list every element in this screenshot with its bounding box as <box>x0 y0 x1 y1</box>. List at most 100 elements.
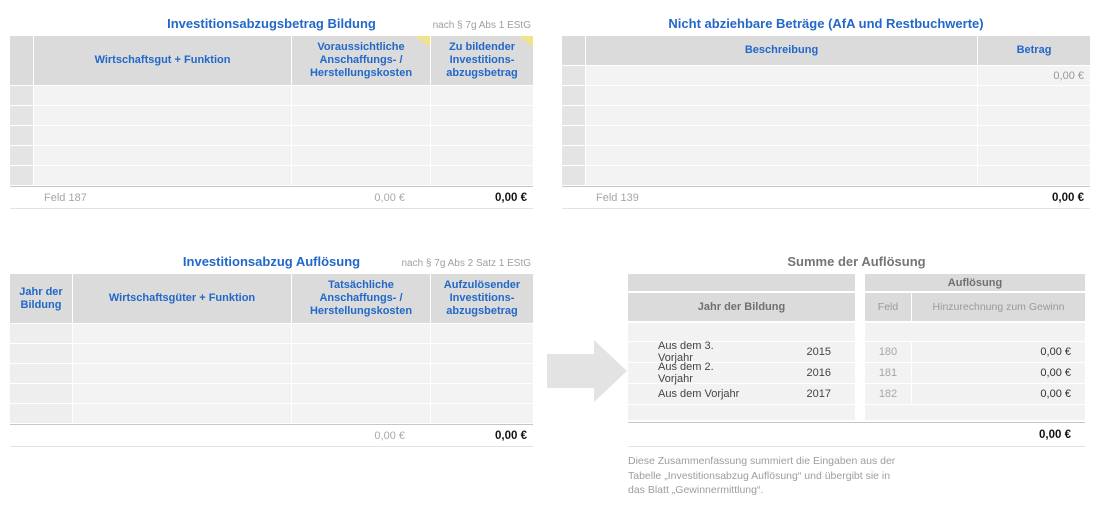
footer-row: Feld 139 0,00 € <box>562 186 1090 209</box>
column-header-wirtschaftsgut: Wirtschaftsgut + Funktion <box>34 36 292 85</box>
spacer-row <box>865 323 1085 341</box>
spreadsheet-cell[interactable] <box>586 106 978 125</box>
table-row <box>10 166 533 185</box>
column-header-abzugsbetrag: Zu bildender Investitions- abzugsbetrag <box>431 36 533 85</box>
spreadsheet-cell[interactable] <box>73 324 292 343</box>
row-year: 2017 <box>806 388 831 400</box>
table-nicht-abziehbare-betraege: Nicht abziehbare Beträge (AfA und Restbu… <box>562 14 1090 209</box>
field-number-label: Feld 187 <box>44 191 87 204</box>
spreadsheet-cell[interactable] <box>292 106 431 125</box>
spreadsheet-cell[interactable] <box>431 344 533 363</box>
spreadsheet-cell[interactable] <box>978 86 1090 105</box>
spreadsheet-cell[interactable] <box>978 166 1090 185</box>
flow-arrow-icon <box>547 340 627 402</box>
spreadsheet-cell[interactable] <box>34 126 292 145</box>
spreadsheet-cell[interactable] <box>34 86 292 105</box>
spacer-row <box>628 323 855 341</box>
row-gutter-cell <box>10 86 34 105</box>
table-row <box>562 146 1090 165</box>
row-label: Aus dem 2. Vorjahr <box>658 361 714 385</box>
column-header-kosten: Voraussichtliche Anschaffungs- / Herstel… <box>292 36 431 85</box>
row-gutter-cell <box>10 106 34 125</box>
field-number-label: Feld 139 <box>596 191 639 204</box>
spreadsheet-cell[interactable] <box>73 404 292 423</box>
spreadsheet-cell[interactable] <box>292 384 431 403</box>
right-header-row: Feld Hinzurechnung zum Gewinn <box>865 293 1085 321</box>
sum-costs-value: 0,00 € <box>374 429 405 442</box>
left-header-spacer <box>628 274 855 291</box>
table-investitionsabzug-aufloesung: Investitionsabzug Auflösung nach § 7g Ab… <box>10 252 533 447</box>
spreadsheet-cell[interactable] <box>73 344 292 363</box>
spreadsheet-cell[interactable] <box>586 86 978 105</box>
spreadsheet-cell[interactable] <box>292 364 431 383</box>
spreadsheet-cell[interactable] <box>431 146 533 165</box>
spreadsheet-cell[interactable] <box>292 404 431 423</box>
left-header-row: Jahr der Bildung <box>628 293 855 321</box>
spreadsheet-cell[interactable] <box>10 324 73 343</box>
column-header-beschreibung: Beschreibung <box>586 36 978 65</box>
spreadsheet-cell[interactable] <box>431 166 533 185</box>
spreadsheet-cell[interactable] <box>431 126 533 145</box>
spreadsheet-cell[interactable] <box>10 404 73 423</box>
spreadsheet-cell[interactable] <box>431 404 533 423</box>
row-year: 2016 <box>806 367 831 379</box>
spreadsheet-cell[interactable] <box>586 166 978 185</box>
row-gutter-cell <box>562 106 586 125</box>
header-gutter-cell <box>10 36 34 85</box>
spreadsheet-cell[interactable] <box>73 364 292 383</box>
spreadsheet-cell[interactable] <box>34 106 292 125</box>
spreadsheet-cell[interactable] <box>292 166 431 185</box>
spreadsheet-cell[interactable] <box>431 106 533 125</box>
row-gutter-cell <box>10 126 34 145</box>
row-year: 2015 <box>806 346 831 358</box>
spreadsheet-cell[interactable] <box>431 384 533 403</box>
column-header-kosten: Tatsächliche Anschaffungs- / Herstellung… <box>292 274 431 323</box>
spreadsheet-cell[interactable] <box>978 126 1090 145</box>
spreadsheet-cell[interactable] <box>292 126 431 145</box>
summary-row: 182 0,00 € <box>865 384 1085 404</box>
table-investitionsabzugsbetrag-bildung: Investitionsabzugsbetrag Bildung nach § … <box>10 14 533 209</box>
column-header-jahr-der-bildung: Jahr der Bildung <box>697 301 786 313</box>
row-label: Aus dem Vorjahr <box>658 388 740 400</box>
table-title: Investitionsabzugsbetrag Bildung <box>167 16 376 31</box>
table-title-bar: Nicht abziehbare Beträge (AfA und Restbu… <box>562 14 1090 34</box>
law-reference: nach § 7g Abs 1 EStG <box>432 20 531 31</box>
spreadsheet-cell[interactable] <box>10 364 73 383</box>
row-gutter-cell <box>562 86 586 105</box>
table-row <box>10 364 533 383</box>
spreadsheet-cell[interactable] <box>586 146 978 165</box>
row-gutter-cell <box>10 146 34 165</box>
table-row <box>10 86 533 105</box>
spreadsheet-cell[interactable] <box>73 384 292 403</box>
table-title: Summe der Auflösung <box>787 254 926 269</box>
summary-left-block: Jahr der Bildung Aus dem 3. Vorjahr 2015… <box>628 274 855 420</box>
spreadsheet-cell[interactable] <box>34 146 292 165</box>
spreadsheet-cell[interactable] <box>431 86 533 105</box>
feld-number: 182 <box>865 384 912 404</box>
column-header-abzugsbetrag: Aufzulösender Investitions- abzugsbetrag <box>431 274 533 323</box>
table-row: 0,00 € <box>562 66 1090 85</box>
spreadsheet-cell[interactable] <box>978 146 1090 165</box>
spreadsheet-cell[interactable] <box>431 324 533 343</box>
spreadsheet-cell[interactable] <box>586 126 978 145</box>
spreadsheet-cell[interactable] <box>10 344 73 363</box>
spreadsheet-cell[interactable] <box>431 364 533 383</box>
table-row <box>10 384 533 403</box>
table-title-bar: Summe der Auflösung <box>628 252 1085 272</box>
spreadsheet-cell[interactable]: 0,00 € <box>978 66 1090 85</box>
spreadsheet-cell[interactable] <box>292 146 431 165</box>
spreadsheet-cell[interactable] <box>10 384 73 403</box>
spreadsheet-cell[interactable] <box>292 324 431 343</box>
summary-row: Aus dem Vorjahr 2017 <box>628 384 855 404</box>
table-row <box>562 166 1090 185</box>
spreadsheet-cell[interactable] <box>34 166 292 185</box>
spreadsheet-cell[interactable] <box>586 66 978 85</box>
spreadsheet-cell[interactable] <box>292 344 431 363</box>
row-gutter-cell <box>562 146 586 165</box>
spreadsheet-cell[interactable] <box>292 86 431 105</box>
sum-abzugsbetrag-value: 0,00 € <box>495 191 527 204</box>
spreadsheet-cell[interactable] <box>978 106 1090 125</box>
row-gutter-cell <box>562 166 586 185</box>
table-body <box>10 86 533 185</box>
column-header-label: Voraussichtliche Anschaffungs- / Herstel… <box>309 41 413 79</box>
